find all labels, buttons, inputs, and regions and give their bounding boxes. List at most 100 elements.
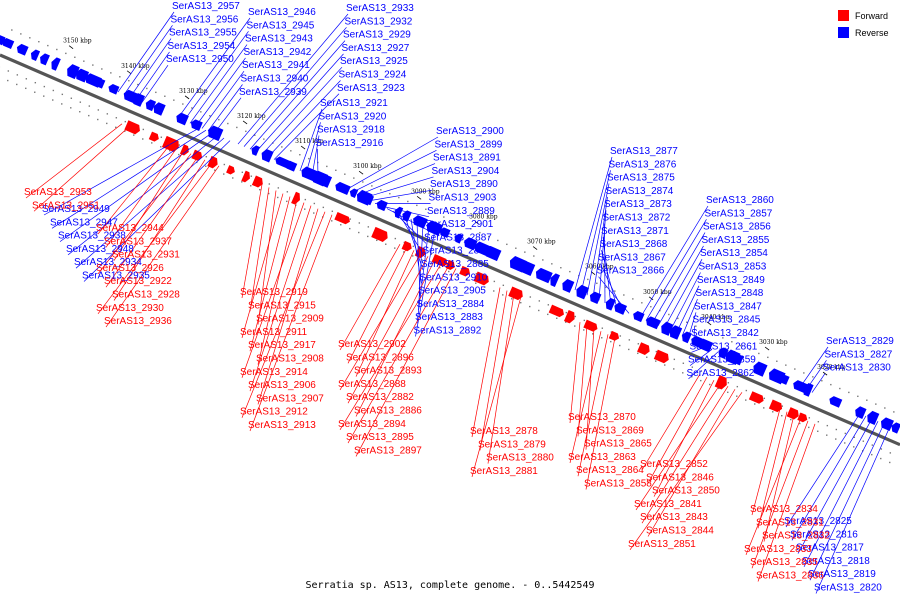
gene-label: SerAS13_2901 bbox=[426, 219, 494, 230]
genome-caption: Serratia sp. AS13, complete genome. - 0.… bbox=[306, 580, 595, 591]
track-dot bbox=[592, 333, 594, 335]
leader-line bbox=[249, 196, 291, 352]
gene-label: SerAS13_2827 bbox=[825, 349, 893, 360]
track-dot bbox=[821, 380, 823, 382]
reverse-gene-arrow bbox=[698, 338, 714, 353]
kbp-tick-label: 3120 kbp bbox=[237, 113, 266, 120]
leader-line bbox=[273, 93, 340, 160]
leader-line bbox=[585, 337, 616, 490]
forward-gene-arrow bbox=[508, 286, 523, 301]
gene-label: SerAS13_2880 bbox=[486, 453, 554, 464]
track-dot bbox=[542, 259, 544, 261]
gene-label: SerAS13_2945 bbox=[247, 20, 315, 31]
track-dot bbox=[511, 298, 513, 300]
track-dot bbox=[191, 107, 193, 109]
track-dot bbox=[425, 208, 427, 210]
leader-line bbox=[241, 202, 305, 378]
track-dot bbox=[137, 83, 139, 86]
leader-line bbox=[635, 382, 722, 511]
kbp-tick-label: 3090 kbp bbox=[411, 188, 440, 195]
track-dot bbox=[353, 177, 355, 179]
leader-line bbox=[25, 123, 123, 199]
gene-label: SerAS13_2948 bbox=[66, 244, 134, 255]
gene-labels: SerAS13_2957 SerAS13_2956 SerAS13_2955 SerA… bbox=[24, 1, 894, 594]
gene-label: SerAS13_2944 bbox=[96, 223, 164, 234]
track-dot bbox=[394, 237, 397, 240]
kbp-tick-label: 3100 kbp bbox=[353, 163, 382, 170]
gene-label: SerAS13_2870 bbox=[568, 412, 636, 423]
forward-gene-arrow bbox=[431, 253, 448, 267]
reverse-gene-arrow bbox=[208, 125, 224, 142]
kbp-tick bbox=[300, 145, 306, 150]
gene-label: SerAS13_2861 bbox=[690, 341, 758, 352]
track-dot bbox=[619, 344, 621, 347]
gene-label: SerAS13_2911 bbox=[240, 327, 308, 338]
track-dot bbox=[227, 122, 229, 125]
track-dot bbox=[880, 448, 883, 450]
reverse-gene-arrow bbox=[803, 383, 814, 397]
track-dot bbox=[128, 79, 130, 82]
leader-line bbox=[416, 226, 430, 324]
gene-label: SerAS13_2927 bbox=[342, 43, 410, 54]
track-dot bbox=[430, 253, 433, 255]
leader-line bbox=[355, 268, 457, 457]
forward-gene-arrow bbox=[124, 120, 140, 135]
track-dot bbox=[700, 379, 702, 382]
reverse-gene-arrow bbox=[376, 199, 388, 212]
track-dot bbox=[7, 79, 9, 82]
gene-label: SerAS13_2937 bbox=[104, 236, 172, 247]
kbp-tick-label: 3060 kbp bbox=[585, 264, 614, 271]
gene-label: SerAS13_2910 bbox=[420, 272, 488, 283]
track-dot bbox=[29, 37, 31, 39]
track-dot bbox=[497, 239, 499, 242]
track-dot bbox=[7, 70, 10, 72]
track-dot bbox=[106, 122, 108, 125]
track-dot bbox=[475, 282, 477, 284]
forward-gene-arrow bbox=[401, 240, 412, 252]
track-dot bbox=[790, 418, 792, 421]
leader-line bbox=[249, 187, 270, 312]
gene-label: SerAS13_2843 bbox=[640, 512, 708, 523]
gene-label: SerAS13_2954 bbox=[168, 41, 236, 52]
leader-line bbox=[805, 360, 827, 391]
track-dot bbox=[709, 383, 711, 386]
leader-line bbox=[692, 338, 701, 345]
reverse-gene-arrow bbox=[2, 37, 15, 50]
gene-label: SerAS13_2918 bbox=[317, 125, 385, 136]
track-dot bbox=[763, 397, 766, 400]
gene-label: SerAS13_2938 bbox=[58, 231, 126, 242]
forward-gene-arrow bbox=[371, 226, 388, 242]
track-dot bbox=[853, 436, 856, 439]
gene-label: SerAS13_2935 bbox=[82, 271, 150, 282]
track-dot bbox=[817, 430, 819, 432]
track-dot bbox=[79, 111, 81, 113]
track-dot bbox=[124, 120, 127, 123]
track-dot bbox=[92, 64, 94, 66]
track-dot bbox=[187, 157, 189, 160]
track-dot bbox=[344, 173, 346, 175]
track-dot bbox=[772, 411, 774, 413]
leader-line bbox=[255, 53, 344, 153]
gene-label: SerAS13_2886 bbox=[354, 406, 422, 417]
legend-forward-swatch bbox=[838, 10, 849, 21]
track-dot bbox=[713, 333, 715, 335]
track-dot bbox=[43, 85, 46, 88]
gene-label: SerAS13_2900 bbox=[436, 126, 504, 137]
gene-label: SerAS13_2926 bbox=[96, 263, 164, 274]
leader-line bbox=[141, 64, 169, 103]
track-dot bbox=[632, 298, 634, 300]
track-dot bbox=[34, 81, 37, 84]
gene-label: SerAS13_2953 bbox=[24, 187, 92, 198]
track-dot bbox=[358, 222, 361, 224]
track-dot bbox=[803, 372, 805, 374]
leader-line bbox=[803, 421, 879, 568]
gene-label: SerAS13_2893 bbox=[354, 366, 422, 377]
track-dot bbox=[839, 387, 841, 390]
track-dot bbox=[331, 220, 333, 222]
gene-label: SerAS13_2875 bbox=[607, 173, 675, 184]
gene-label: SerAS13_2830 bbox=[823, 363, 891, 374]
leader-line bbox=[669, 272, 701, 332]
track-dot bbox=[439, 266, 441, 269]
track-dot bbox=[826, 424, 829, 427]
kbp-tick-label: 3070 kbp bbox=[527, 239, 556, 246]
